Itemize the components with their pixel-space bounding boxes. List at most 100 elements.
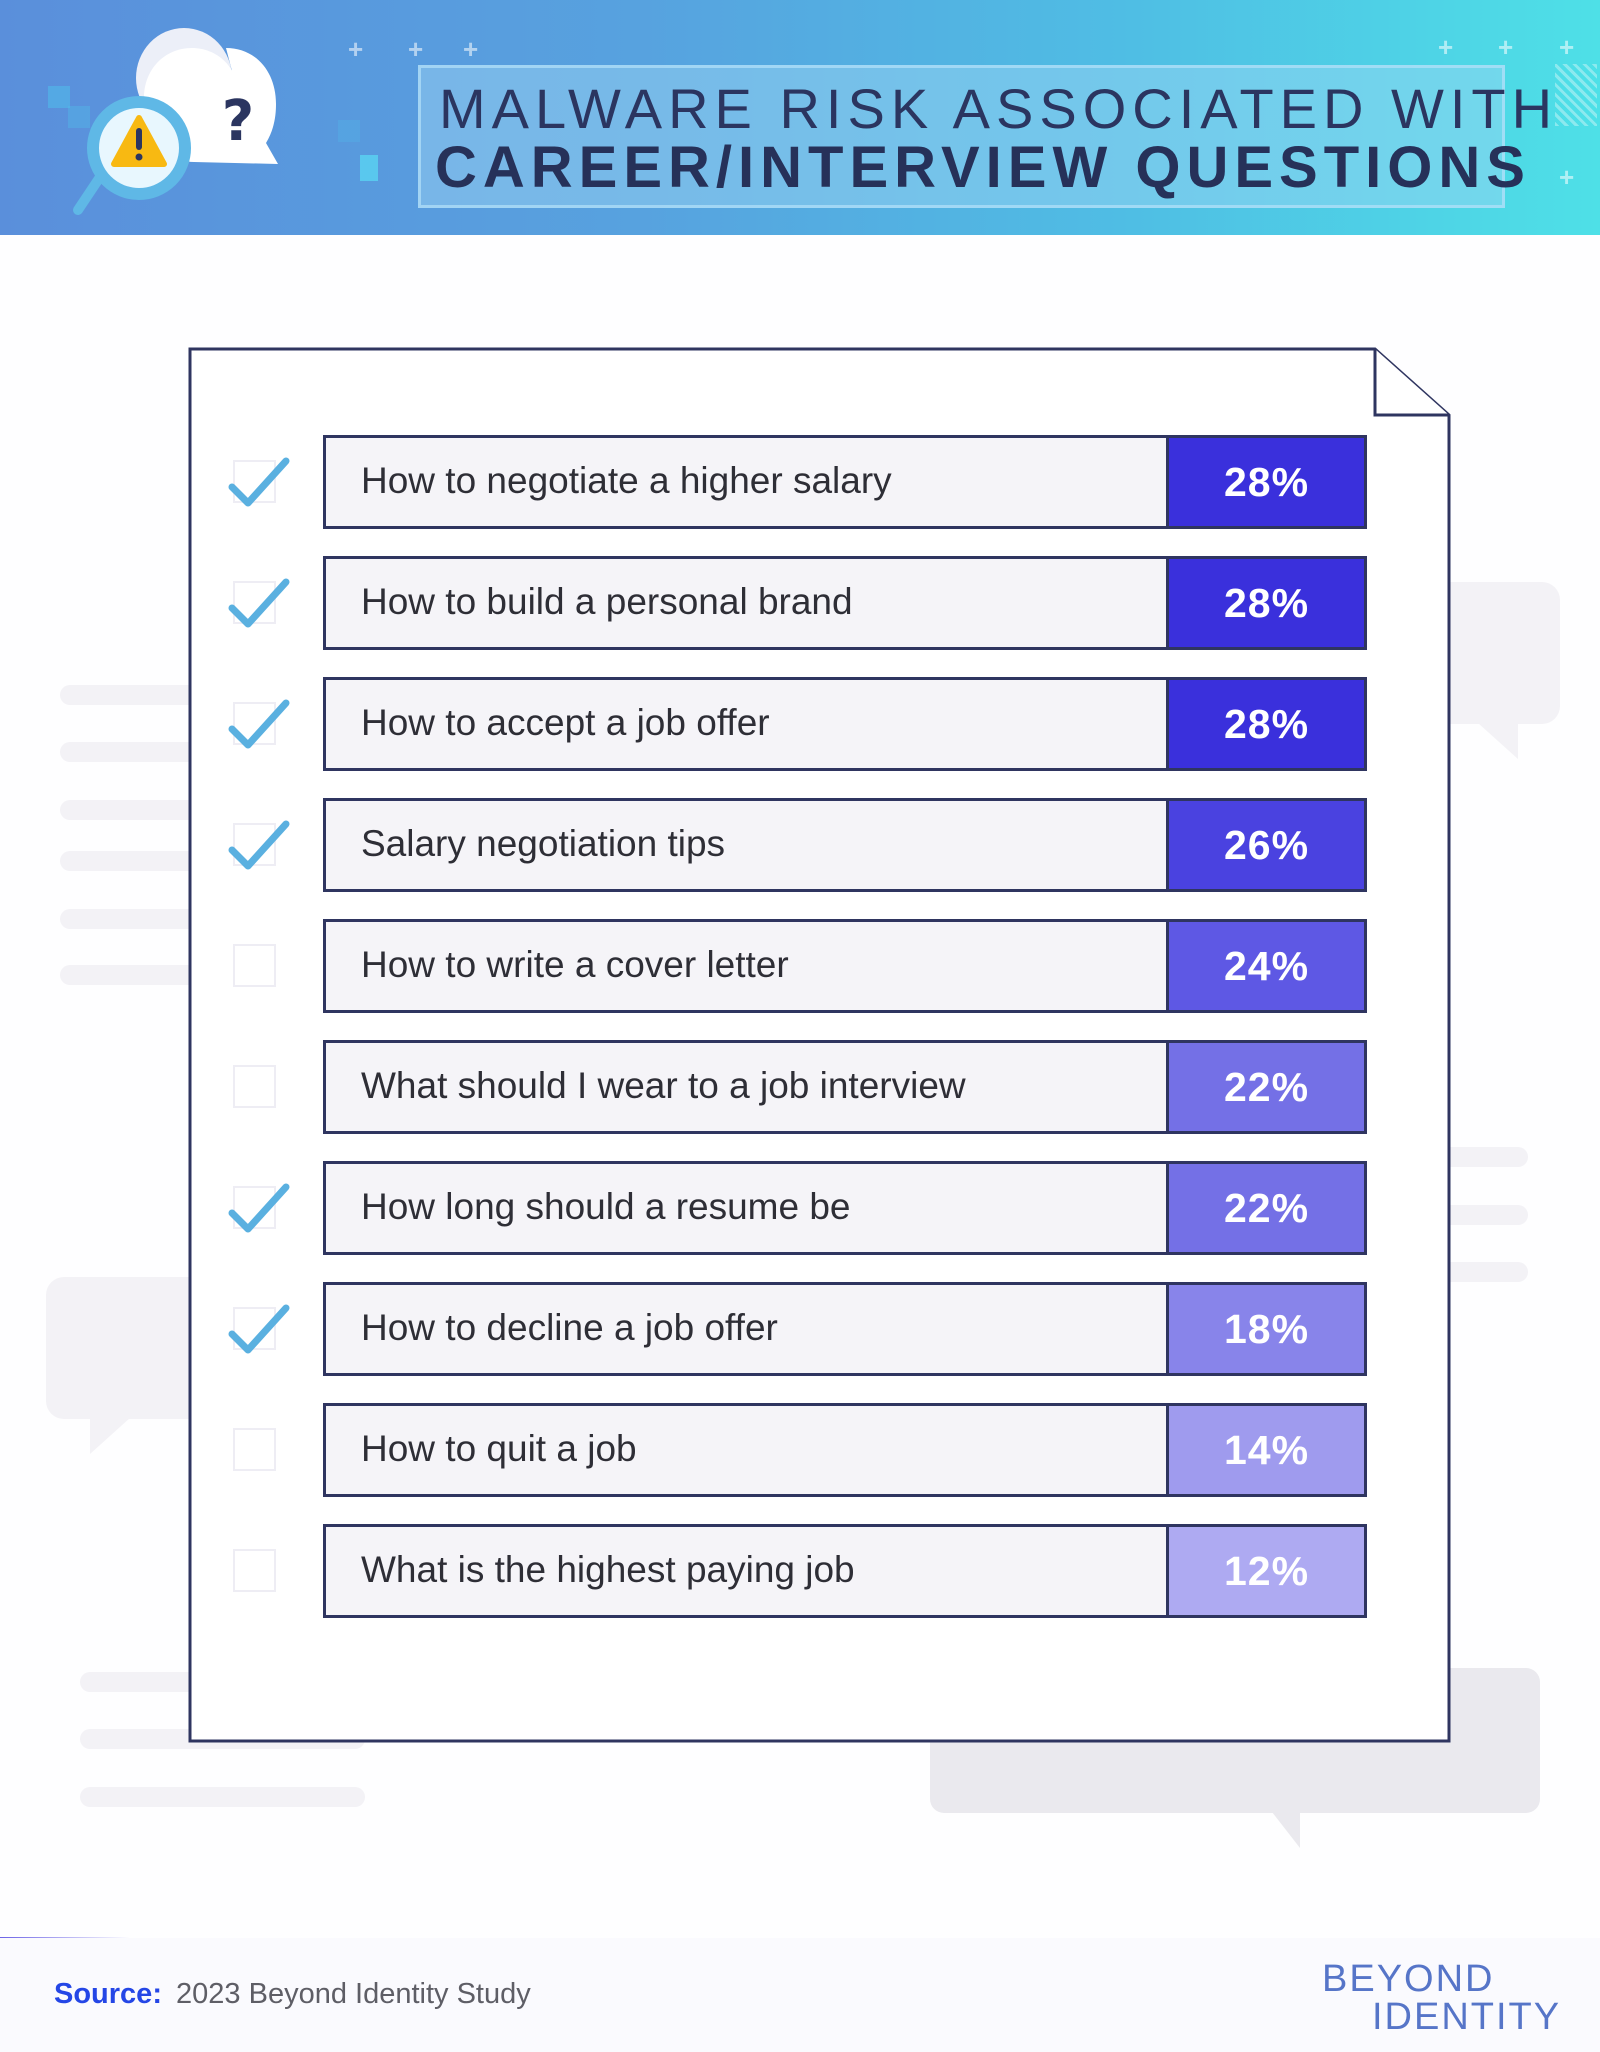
list-item: How to negotiate a higher salary 28% (0, 435, 1400, 529)
percentage-value: 12% (1223, 1547, 1310, 1594)
list-item: How long should a resume be 22% (0, 1161, 1400, 1255)
question-label: How to quit a job (361, 1428, 637, 1469)
decorative-hatch (1555, 64, 1597, 126)
percentage-box: 14% (1167, 1403, 1367, 1497)
decorative-pixel (338, 120, 360, 142)
decorative-pixel (48, 86, 70, 108)
decorative-plus: + (348, 34, 364, 64)
question-label-box: Salary negotiation tips (323, 798, 1168, 892)
question-label-box: How to accept a job offer (323, 677, 1168, 771)
checkmark-icon (228, 820, 290, 870)
source-label: Source: (54, 1978, 162, 2010)
question-label: How long should a resume be (361, 1186, 851, 1227)
decorative-bar (80, 1729, 365, 1749)
question-label-box: What should I wear to a job interview (323, 1040, 1168, 1134)
decorative-bar (60, 800, 200, 820)
percentage-box: 26% (1167, 798, 1367, 892)
question-label-box: How to quit a job (323, 1403, 1168, 1497)
decorative-bar (60, 965, 200, 985)
checkbox[interactable] (233, 1065, 276, 1108)
question-label: What is the highest paying job (361, 1549, 855, 1590)
question-label: How to decline a job offer (361, 1307, 778, 1348)
decorative-pixel (68, 106, 90, 128)
decorative-bubble-tail (90, 1418, 130, 1454)
question-label: How to accept a job offer (361, 702, 770, 743)
source-text: 2023 Beyond Identity Study (176, 1978, 531, 2010)
list-item: How to quit a job 14% (0, 1403, 1400, 1497)
checkmark-icon (228, 578, 290, 628)
percentage-value: 28% (1223, 700, 1310, 747)
title-box: MALWARE RISK ASSOCIATED WITH CAREER/INTE… (418, 65, 1559, 208)
decorative-plus: + (463, 34, 479, 64)
percentage-value: 22% (1223, 1184, 1310, 1231)
decorative-bubble-tail (1478, 723, 1518, 759)
percentage-box: 12% (1167, 1524, 1367, 1618)
percentage-box: 28% (1167, 677, 1367, 771)
percentage-box: 22% (1167, 1161, 1367, 1255)
checkbox[interactable] (233, 944, 276, 987)
decorative-plus: + (408, 34, 424, 64)
decorative-plus: + (1559, 32, 1575, 62)
question-label-box: How to write a cover letter (323, 919, 1168, 1013)
percentage-value: 24% (1223, 942, 1310, 989)
list-item: What should I wear to a job interview 22… (0, 1040, 1400, 1134)
question-label-box: How long should a resume be (323, 1161, 1168, 1255)
decorative-bar (1440, 1262, 1528, 1282)
percentage-box: 24% (1167, 919, 1367, 1013)
decorative-speech-bubble (46, 1277, 206, 1419)
percentage-value: 14% (1223, 1426, 1310, 1473)
title-line-1: MALWARE RISK ASSOCIATED WITH (439, 77, 1559, 140)
header-illustration: ? (0, 0, 320, 235)
decorative-bar (80, 1672, 370, 1692)
question-label: Salary negotiation tips (361, 823, 726, 864)
speech-bubble-lines-icon: ? (73, 28, 278, 215)
list-item: Salary negotiation tips 26% (0, 798, 1400, 892)
checkmark-icon (228, 699, 290, 749)
list-item: How to build a personal brand 28% (0, 556, 1400, 650)
decorative-speech-bubble (930, 1668, 1540, 1813)
decorative-bar (80, 1787, 365, 1807)
logo-line-2: IDENTITY (1372, 1996, 1562, 2038)
footer: Source: 2023 Beyond Identity Study BEYON… (0, 1938, 1600, 2052)
decorative-plus: + (1498, 32, 1514, 62)
list-item: What is the highest paying job 12% (0, 1524, 1400, 1618)
source-citation: Source: 2023 Beyond Identity Study (54, 1978, 531, 2011)
list-item: How to accept a job offer 28% (0, 677, 1400, 771)
question-label-box: How to build a personal brand (323, 556, 1168, 650)
percentage-value: 18% (1223, 1305, 1310, 1352)
decorative-bar (60, 685, 200, 705)
header-banner: + + + + + + + ? MALWARE RISK ASSOCIATED … (0, 0, 1600, 235)
decorative-bubble-tail (1272, 1812, 1300, 1848)
decorative-pixel (360, 155, 378, 181)
decorative-bar (60, 742, 200, 762)
checkbox[interactable] (233, 1549, 276, 1592)
decorative-bar (60, 909, 200, 929)
question-label: How to write a cover letter (361, 944, 789, 985)
decorative-bar (60, 851, 200, 871)
percentage-value: 28% (1223, 579, 1310, 626)
question-label: What should I wear to a job interview (361, 1065, 966, 1106)
checkmark-icon (228, 457, 290, 507)
percentage-value: 28% (1223, 458, 1310, 505)
beyond-identity-logo: BEYOND IDENTITY (1322, 1958, 1559, 2038)
decorative-plus: + (1559, 162, 1575, 192)
decorative-speech-bubble (1420, 582, 1560, 724)
folded-corner-icon (1373, 349, 1449, 417)
question-label: How to negotiate a higher salary (361, 460, 892, 501)
question-label: How to build a personal brand (361, 581, 853, 622)
checkmark-icon (228, 1183, 290, 1233)
percentage-value: 22% (1223, 1063, 1310, 1110)
percentage-box: 28% (1167, 435, 1367, 529)
percentage-box: 22% (1167, 1040, 1367, 1134)
checkbox[interactable] (233, 1428, 276, 1471)
title-line-2: CAREER/INTERVIEW QUESTIONS (435, 135, 1531, 200)
percentage-box: 18% (1167, 1282, 1367, 1376)
decorative-bar (1440, 1205, 1528, 1225)
percentage-box: 28% (1167, 556, 1367, 650)
list-item: How to decline a job offer 18% (0, 1282, 1400, 1376)
checkmark-icon (228, 1304, 290, 1354)
logo-line-1: BEYOND (1322, 1958, 1495, 2000)
question-label-box: What is the highest paying job (323, 1524, 1168, 1618)
svg-text:?: ? (222, 89, 254, 154)
question-label-box: How to decline a job offer (323, 1282, 1168, 1376)
